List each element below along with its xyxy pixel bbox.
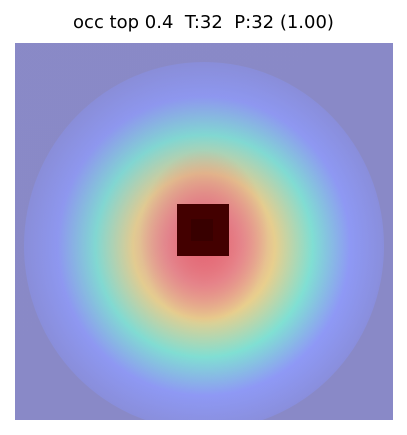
heatmap-panel [15, 43, 393, 420]
page-title: occ top 0.4 T:32 P:32 (1.00) [73, 12, 334, 33]
heatmap-svg [15, 43, 393, 420]
occlusion-center-shade [191, 219, 213, 241]
